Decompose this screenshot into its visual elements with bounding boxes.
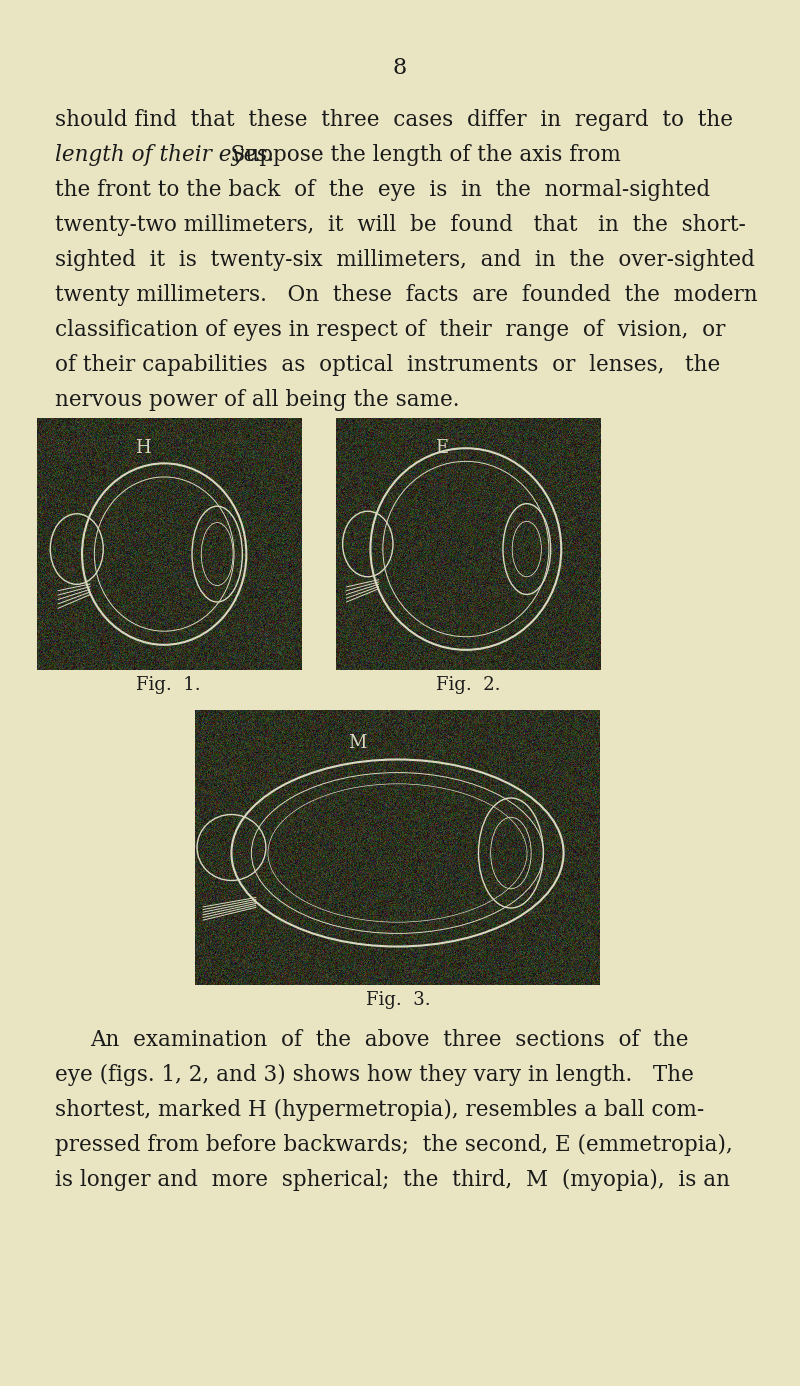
Text: shortest, marked H (hypermetropia), resembles a ball com-: shortest, marked H (hypermetropia), rese… — [55, 1099, 704, 1121]
Text: of their capabilities  as  optical  instruments  or  lenses,   the: of their capabilities as optical instrum… — [55, 353, 720, 376]
Text: 8: 8 — [393, 57, 407, 79]
Text: is longer and  more  spherical;  the  third,  M  (myopia),  is an: is longer and more spherical; the third,… — [55, 1168, 730, 1191]
Text: M: M — [348, 735, 366, 753]
Text: An  examination  of  the  above  three  sections  of  the: An examination of the above three sectio… — [90, 1028, 689, 1051]
Text: length of their eyes.: length of their eyes. — [55, 144, 274, 166]
Text: eye (figs. 1, 2, and 3) shows how they vary in length.   The: eye (figs. 1, 2, and 3) shows how they v… — [55, 1064, 694, 1087]
Text: Fig.  1.: Fig. 1. — [136, 676, 200, 694]
Text: sighted  it  is  twenty-six  millimeters,  and  in  the  over-sighted: sighted it is twenty-six millimeters, an… — [55, 249, 755, 272]
Text: Fig.  3.: Fig. 3. — [366, 991, 430, 1009]
Text: Suppose the length of the axis from: Suppose the length of the axis from — [210, 144, 621, 166]
Text: H: H — [135, 439, 151, 457]
Text: nervous power of all being the same.: nervous power of all being the same. — [55, 389, 459, 412]
Text: twenty-two millimeters,  it  will  be  found   that   in  the  short-: twenty-two millimeters, it will be found… — [55, 213, 746, 236]
Text: classification of eyes in respect of  their  range  of  vision,  or: classification of eyes in respect of the… — [55, 319, 726, 341]
Text: E: E — [435, 439, 449, 457]
Text: twenty millimeters.   On  these  facts  are  founded  the  modern: twenty millimeters. On these facts are f… — [55, 284, 758, 306]
Text: should find  that  these  three  cases  differ  in  regard  to  the: should find that these three cases diffe… — [55, 109, 733, 132]
Text: Fig.  2.: Fig. 2. — [436, 676, 500, 694]
Text: the front to the back  of  the  eye  is  in  the  normal-sighted: the front to the back of the eye is in t… — [55, 179, 710, 201]
Text: pressed from before backwards;  the second, E (emmetropia),: pressed from before backwards; the secon… — [55, 1134, 733, 1156]
